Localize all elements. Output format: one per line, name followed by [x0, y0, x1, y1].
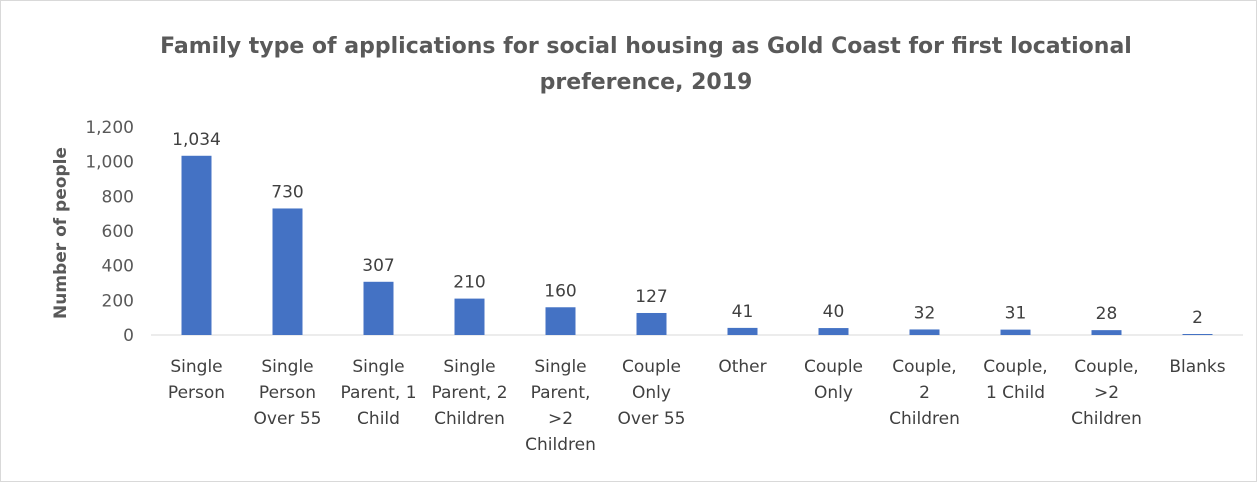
x-tick-label-line: Only	[632, 383, 671, 403]
x-tick-label: Single Person	[168, 357, 225, 403]
data-label: 1,034	[172, 130, 221, 150]
bar	[181, 155, 212, 335]
x-tick-label-line: >2	[548, 409, 573, 429]
bar	[454, 298, 485, 335]
chart-title-line-1: Family type of applications for social h…	[160, 34, 1132, 59]
data-label: 730	[271, 182, 303, 202]
y-tick-label: 600	[102, 222, 134, 242]
x-tick-label-line: Couple	[804, 357, 863, 377]
bar	[818, 328, 849, 335]
y-tick-label: 400	[102, 257, 134, 277]
data-label: 41	[732, 302, 754, 322]
x-tick-label-line: Couple,	[892, 357, 956, 377]
data-label: 160	[544, 281, 576, 301]
y-tick-label: 0	[123, 326, 134, 346]
x-tick-label-line: Child	[357, 409, 400, 429]
data-label: 307	[362, 256, 394, 276]
x-tick-label: Single Person Over 55	[254, 357, 322, 429]
y-tick-label: 800	[102, 187, 134, 207]
x-tick-label-line: Parent,	[531, 383, 591, 403]
x-tick-label-line: Couple	[622, 357, 681, 377]
data-label: 31	[1005, 304, 1027, 324]
bar	[545, 307, 576, 335]
y-tick-label: 1,200	[85, 118, 134, 138]
bar	[272, 208, 303, 335]
x-tick-label-line: Children	[434, 409, 505, 429]
bar	[636, 312, 667, 335]
x-tick-label-line: Person	[168, 383, 225, 403]
y-tick-label: 200	[102, 291, 134, 311]
bar	[727, 327, 758, 335]
data-label: 2	[1192, 308, 1203, 328]
x-tick-label: Couple, >2 Children	[1071, 357, 1142, 429]
x-tick-label: Blanks	[1169, 357, 1225, 377]
x-tick-label-line: Children	[525, 435, 596, 455]
x-tick-label-line: Person	[259, 383, 316, 403]
x-tick-label: Couple Only	[804, 357, 863, 403]
x-tick-label-line: 1 Child	[986, 383, 1045, 403]
x-tick-label-line: Over 55	[254, 409, 322, 429]
data-label: 210	[453, 273, 485, 293]
bar	[909, 329, 940, 335]
x-tick-label: Single Parent, >2 Children	[525, 357, 596, 455]
x-tick-label: Other	[718, 357, 766, 377]
bar	[1000, 329, 1031, 335]
x-tick-label: Single Parent, 1 Child	[340, 357, 416, 429]
bar	[1182, 334, 1213, 335]
data-label: 127	[635, 287, 667, 307]
data-label: 40	[823, 302, 845, 322]
bar	[363, 281, 394, 335]
x-tick-label-line: Single	[352, 357, 404, 377]
x-tick-label-line: >2	[1094, 383, 1119, 403]
x-tick-label-line: 2	[919, 383, 930, 403]
x-tick-label-line: Children	[889, 409, 960, 429]
x-tick-label: Couple, 2 Children	[889, 357, 960, 429]
x-tick-label-line: Over 55	[618, 409, 686, 429]
x-tick-label-line: Children	[1071, 409, 1142, 429]
x-tick-label-line: Single	[261, 357, 313, 377]
data-label: 32	[914, 303, 936, 323]
x-tick-label: Couple Only Over 55	[618, 357, 686, 429]
chart-title: Family type of applications for social h…	[91, 29, 1201, 101]
x-tick-label-line: Single	[443, 357, 495, 377]
chart-title-line-2: preference, 2019	[539, 70, 753, 95]
x-tick-label-line: Only	[814, 383, 853, 403]
data-label: 28	[1096, 304, 1118, 324]
x-tick-label: Couple, 1 Child	[983, 357, 1047, 403]
x-tick-label: Single Parent, 2 Children	[431, 357, 507, 429]
x-tick-label-line: Parent, 1	[340, 383, 416, 403]
x-tick-label-line: Single	[170, 357, 222, 377]
x-tick-label-line: Couple,	[1074, 357, 1138, 377]
x-tick-label-line: Parent, 2	[431, 383, 507, 403]
x-tick-label-line: Other	[718, 357, 766, 377]
x-tick-label-line: Blanks	[1169, 357, 1225, 377]
x-tick-label-line: Couple,	[983, 357, 1047, 377]
x-tick-label-line: Single	[534, 357, 586, 377]
y-tick-label: 1,000	[85, 153, 134, 173]
bar	[1091, 330, 1122, 335]
